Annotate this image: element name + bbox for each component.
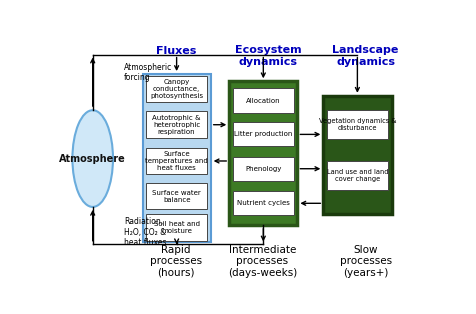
Text: Fluxes: Fluxes <box>156 46 196 56</box>
Bar <box>233 157 294 181</box>
Text: Rapid
processes
(hours): Rapid processes (hours) <box>149 245 202 278</box>
Bar <box>146 76 207 102</box>
Text: Litter production: Litter production <box>234 131 293 138</box>
Text: Surface water
balance: Surface water balance <box>152 190 201 203</box>
Text: Nutrient cycles: Nutrient cycles <box>237 200 290 206</box>
Text: Surface
temperatures and
heat fluxes: Surface temperatures and heat fluxes <box>145 151 208 171</box>
Bar <box>146 148 207 174</box>
Bar <box>327 161 388 190</box>
Bar <box>146 183 207 209</box>
Ellipse shape <box>72 110 113 207</box>
Text: Allocation: Allocation <box>246 98 281 104</box>
Text: Atmosphere: Atmosphere <box>60 154 126 164</box>
Text: Vegetation dynamics &
disturbance: Vegetation dynamics & disturbance <box>318 118 396 131</box>
Text: Intermediate
processes
(days-weeks): Intermediate processes (days-weeks) <box>228 245 297 278</box>
Bar <box>233 122 294 146</box>
Text: Soil heat and
moisture: Soil heat and moisture <box>154 221 199 234</box>
Text: Landscape
dynamics: Landscape dynamics <box>333 45 399 67</box>
Text: Canopy
conductance,
photosynthesis: Canopy conductance, photosynthesis <box>150 79 203 99</box>
Text: Phenology: Phenology <box>245 166 281 172</box>
Text: Radiation,
H₂O, CO₂ &
heat fluxes: Radiation, H₂O, CO₂ & heat fluxes <box>124 217 167 247</box>
Bar <box>233 89 294 113</box>
Text: Autotrophic &
heterotrophic
respiration: Autotrophic & heterotrophic respiration <box>152 115 201 135</box>
Bar <box>142 74 211 242</box>
Bar <box>146 214 207 241</box>
Text: Atmospheric
forcing: Atmospheric forcing <box>124 63 172 83</box>
Bar <box>323 96 391 214</box>
Text: Ecosystem
dynamics: Ecosystem dynamics <box>235 45 301 67</box>
Bar <box>229 81 298 225</box>
Bar <box>327 110 388 139</box>
Bar <box>146 111 207 138</box>
Text: Slow
processes
(years+): Slow processes (years+) <box>339 245 392 278</box>
Bar <box>233 191 294 215</box>
Text: Land use and land
cover change: Land use and land cover change <box>327 169 388 182</box>
